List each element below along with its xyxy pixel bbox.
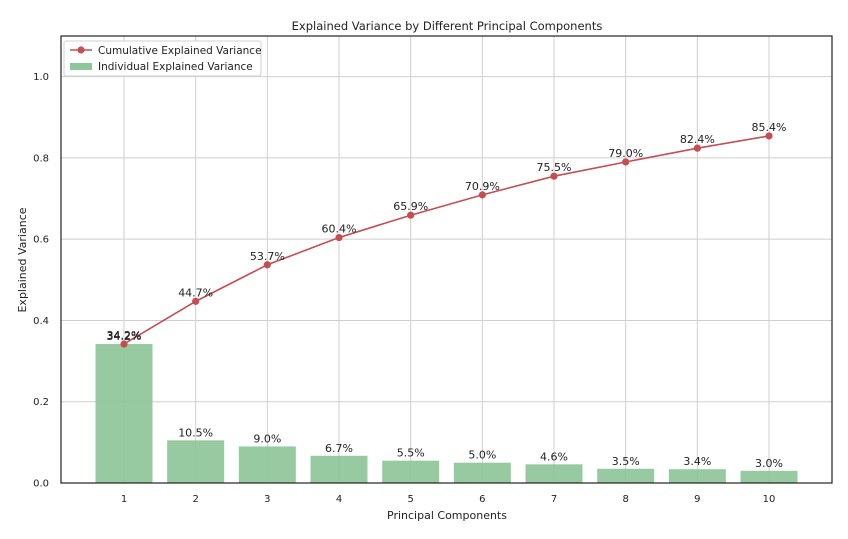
line-data-label: 34.2% [107,329,142,342]
bar-data-label: 5.5% [397,447,425,460]
legend-box [63,40,262,77]
legend-entry-individual: Individual Explained Variance [98,61,253,73]
bar-data-label: 3.4% [683,455,711,468]
bar [668,469,726,483]
x-tick-label: 3 [264,494,270,505]
line-data-label: 65.9% [393,200,428,213]
bar-data-label: 6.7% [325,442,353,455]
line-point [335,233,343,242]
legend: Cumulative Explained Variance Individual… [63,40,262,77]
y-tick-label: 0.2 [33,397,49,408]
y-tick-label: 1.0 [33,72,49,83]
data-labels: 34.2% 10.5% 9.0% 6.7% 5.5% 5.0% 4.6% 3.5% 3.4% 3.… [107,121,787,470]
line-point [192,297,200,305]
line-data-label: 85.4% [752,121,787,134]
bar [597,468,655,483]
bar-data-label: 4.6% [540,450,568,463]
line-data-label: 53.7% [250,250,285,263]
x-tick-label: 1 [121,494,127,505]
plot-frame [60,35,833,484]
line-data-label: 60.4% [322,223,357,236]
x-axis-label: Principal Components [387,509,507,522]
line-point [622,158,630,166]
bar-data-label: 34.2% [107,330,142,343]
x-tick-label: 5 [407,494,413,505]
line-series [120,132,773,348]
gridlines [61,36,832,484]
bar [525,464,583,483]
y-tick-label: 0.4 [33,316,49,327]
bar [238,446,296,483]
bar [740,470,798,483]
line-data-label: 75.5% [537,161,572,174]
x-tick-label: 9 [694,494,700,505]
bar [167,440,225,483]
x-tick-label: 7 [551,494,557,505]
line-point [120,340,128,348]
bar-data-label: 10.5% [178,426,213,439]
bar-data-label: 3.5% [612,455,640,468]
cumulative-line [123,135,770,345]
line-point [478,191,486,199]
line-point [765,132,773,140]
bar-data-label: 5.0% [468,449,496,462]
x-tick-label: 2 [192,494,198,505]
legend-line-marker [77,46,85,54]
x-tick-label: 4 [336,494,342,505]
line-data-label: 70.9% [465,180,500,193]
tick-labels: 0.0 0.2 0.4 0.6 0.8 1.0 1 2 3 4 5 6 7 8 9 10 [33,72,775,505]
legend-bar-swatch [70,63,92,70]
line-data-label: 82.4% [680,133,715,146]
chart-title: Explained Variance by Different Principa… [292,19,603,33]
legend-entry-cumulative: Cumulative Explained Variance [98,45,262,57]
x-tick-label: 6 [479,494,485,505]
line-point [693,144,701,152]
y-tick-label: 0.0 [33,479,49,490]
y-tick-label: 0.6 [33,235,49,246]
line-point [263,261,271,269]
x-tick-label: 10 [763,494,776,505]
line-data-label: 44.7% [178,286,213,299]
bar [95,344,153,483]
x-tick-label: 8 [623,494,629,505]
y-axis-label: Explained Variance [16,207,29,312]
bar [382,460,440,483]
bar [310,455,368,483]
line-data-label: 79.0% [608,147,643,160]
bar-data-label: 3.0% [755,457,783,470]
bar-series [95,344,798,483]
line-point [407,211,415,219]
line-point [550,172,558,180]
bar [453,462,511,483]
bar-data-label: 9.0% [253,432,281,445]
y-tick-label: 0.8 [33,153,49,164]
